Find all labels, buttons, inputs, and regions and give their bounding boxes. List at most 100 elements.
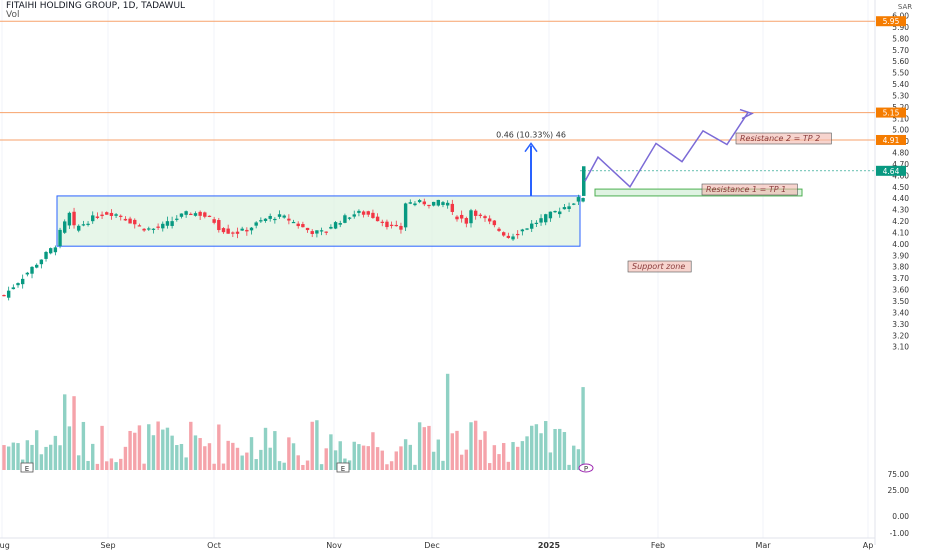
volume-bar [39,454,44,470]
candle [114,214,118,216]
volume-bar [91,443,95,470]
price-tick: 5.90 [892,23,909,32]
candle [357,210,361,213]
volume-bar [63,394,67,470]
candle [245,229,249,232]
candle [385,221,389,228]
volume-bar [455,430,459,470]
candle [455,216,459,220]
price-tick: 4.00 [892,240,909,249]
candle [301,224,305,228]
candle [352,214,356,217]
support-label: Support zone [632,262,685,271]
event-marker-label: E [341,465,345,473]
volume-bar [375,447,380,470]
volume-bar [315,420,319,470]
candle [441,202,445,205]
candle [100,214,104,217]
volume-bar [469,422,473,470]
volume-bar [544,421,548,470]
candle [44,251,48,259]
volume-bar [268,447,272,470]
time-label: Nov [326,541,342,550]
candle [371,212,375,218]
candle [6,290,11,298]
volume-tick: 0.00 [892,512,909,521]
candle [422,201,426,205]
volume-label: Vol [6,10,20,20]
candle [516,233,520,236]
projection-path [584,112,749,188]
price-tick: 5.80 [892,34,909,43]
event-marker-label: P [584,465,588,473]
volume-bar [441,460,445,470]
volume-bar [567,464,571,470]
candle [483,216,487,219]
candle [198,211,202,216]
candle [147,228,151,230]
measure-label: 0.46 (10.33%) 46 [496,131,566,140]
volume-bar [525,436,529,470]
volume-bar [417,422,422,470]
price-tick: 4.80 [892,149,909,158]
candle [249,227,254,231]
candle [254,222,258,226]
volume-bar [53,435,58,470]
candle [240,228,244,231]
volume-bar [86,460,90,470]
volume-bar [347,460,352,470]
volume-bar [128,430,132,470]
candle [582,166,586,196]
candle [95,216,100,218]
candle [375,216,380,222]
volume-bar [151,435,156,470]
resistance2-label-box [735,132,832,145]
candle [338,223,342,225]
volume-bar [394,451,398,470]
volume-bar [487,463,492,470]
price-tick: 5.50 [892,69,909,78]
candle [25,272,30,275]
price-badge [876,107,906,118]
volume-bar [399,446,403,470]
time-label: Feb [651,541,665,550]
candle [310,231,314,234]
chart-title: FITAIHI HOLDING GROUP, 1D, TADAWUL [6,1,186,11]
price-tick: 5.60 [892,57,909,66]
candle [315,230,319,234]
candle [408,202,412,204]
price-badge-label: 4.91 [883,136,900,145]
candle [450,203,455,212]
volume-bar [67,426,72,470]
volume-bar [100,425,104,470]
candle [506,235,511,238]
candle [273,218,277,221]
price-tick: 3.70 [892,274,909,283]
volume-bar [413,464,417,470]
volume-tick: 25.00 [888,486,910,495]
candle [105,212,109,215]
volume-bar [105,461,109,470]
volume-bar [389,461,394,470]
candle [487,218,492,222]
candle [119,215,123,217]
candle [259,220,263,222]
volume-bar [305,460,310,470]
candle [11,287,16,290]
volume-bar [231,442,235,470]
volume-bar [371,432,375,470]
volume-bar [254,459,258,470]
price-tick: 3.30 [892,320,909,329]
candle [553,210,557,213]
candle [558,211,562,215]
price-tick: 4.50 [892,183,909,192]
price-tick: 6.00 [892,12,909,21]
candle [567,206,571,209]
candle [399,225,403,230]
volume-bar [548,452,553,470]
volume-bar [249,437,254,470]
volume-bar [147,424,151,470]
volume-bar [572,445,576,470]
volume-bar [221,463,226,470]
